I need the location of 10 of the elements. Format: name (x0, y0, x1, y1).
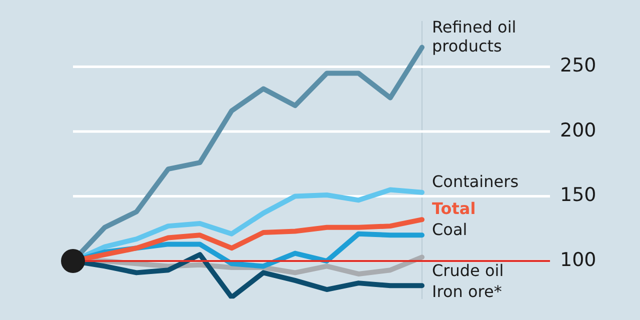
series-label: Coal (432, 220, 468, 240)
series-label: Iron ore* (432, 282, 502, 302)
series-label: Refined oil products (432, 17, 516, 56)
y-tick-label: 100 (560, 248, 596, 271)
series-label: Total (432, 199, 476, 218)
y-tick-label: 200 (560, 119, 596, 142)
y-tick-label: 150 (560, 184, 596, 206)
series-label: Crude oil (432, 261, 504, 280)
series-label: Containers (432, 172, 519, 192)
y-tick-label: 250 (560, 54, 596, 77)
